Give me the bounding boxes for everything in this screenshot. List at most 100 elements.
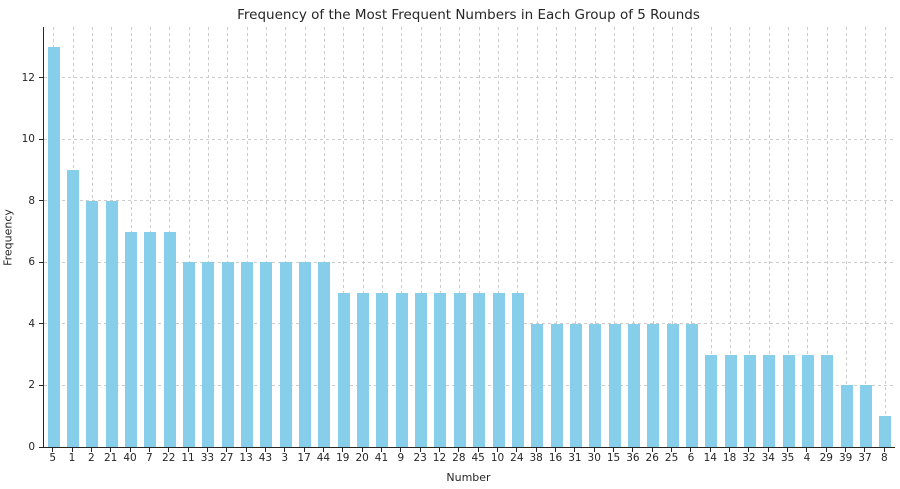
x-tick-label: 45	[471, 452, 485, 464]
x-gridline	[188, 27, 190, 447]
x-tick-mark	[574, 448, 576, 452]
bar-19	[337, 293, 350, 447]
x-gridline	[304, 27, 306, 447]
y-tick-mark	[39, 384, 43, 386]
x-tick-label: 23	[413, 452, 427, 464]
x-gridline	[246, 27, 248, 447]
x-tick-label: 27	[220, 452, 234, 464]
x-tick-label: 43	[258, 452, 273, 464]
y-gridline	[44, 77, 895, 79]
x-tick-label: 4	[803, 452, 811, 464]
x-gridline	[285, 27, 287, 447]
bar-13	[241, 262, 254, 447]
x-gridline	[672, 27, 674, 447]
x-tick-mark	[864, 448, 866, 452]
x-gridline	[652, 27, 654, 447]
bar-4	[801, 354, 814, 447]
bar-34	[763, 354, 776, 447]
x-tick-label: 5	[49, 452, 56, 464]
x-tick-label: 15	[606, 452, 621, 464]
x-gridline	[265, 27, 267, 447]
bar-16	[550, 323, 563, 447]
y-tick-label: 12	[21, 71, 35, 84]
bar-5	[47, 47, 60, 447]
bar-39	[840, 385, 853, 447]
x-tick-label: 41	[374, 452, 389, 464]
y-tick-label: 0	[28, 441, 35, 453]
bar-37	[859, 385, 872, 447]
x-gridline	[459, 27, 461, 447]
x-tick-mark	[284, 448, 286, 452]
x-gridline	[826, 27, 828, 447]
y-tick-label: 2	[28, 379, 35, 392]
bar-10	[492, 293, 505, 447]
x-gridline	[536, 27, 538, 447]
x-tick-label: 3	[281, 452, 289, 464]
x-tick-label: 14	[703, 452, 717, 464]
x-tick-mark	[168, 448, 170, 452]
x-tick-label: 25	[664, 452, 679, 464]
x-gridline	[556, 27, 558, 447]
x-tick-mark	[535, 448, 537, 452]
x-tick-label: 28	[452, 452, 466, 464]
y-tick-mark	[39, 323, 43, 325]
bar-3	[279, 262, 292, 447]
x-tick-label: 40	[123, 452, 137, 464]
x-gridline	[846, 27, 848, 447]
x-tick-label: 36	[626, 452, 640, 464]
x-gridline	[498, 27, 499, 447]
x-tick-label: 13	[239, 452, 253, 464]
bar-1	[67, 170, 79, 447]
x-tick-mark	[767, 448, 769, 452]
x-tick-label: 6	[687, 452, 695, 464]
bar-24	[511, 293, 524, 447]
plot-area	[43, 27, 895, 448]
x-axis-label: Number	[446, 471, 491, 484]
bar-31	[569, 323, 582, 447]
x-tick-mark	[187, 448, 189, 452]
x-tick-mark	[845, 448, 847, 452]
x-tick-mark	[110, 448, 112, 452]
bar-44	[318, 262, 331, 447]
x-tick-label: 19	[336, 452, 350, 464]
x-tick-mark	[400, 448, 402, 452]
x-tick-label: 7	[146, 452, 153, 464]
x-gridline	[227, 27, 229, 447]
x-tick-mark	[651, 448, 653, 452]
bar-38	[531, 323, 544, 447]
x-tick-mark	[709, 448, 711, 452]
y-tick-mark	[39, 200, 43, 202]
bar-30	[589, 323, 602, 447]
y-tick-mark	[39, 77, 43, 79]
x-tick-mark	[226, 448, 228, 452]
bar-43	[260, 262, 273, 447]
x-tick-mark	[419, 448, 421, 452]
x-tick-mark	[883, 448, 885, 452]
x-tick-mark	[497, 448, 498, 452]
x-tick-label: 31	[568, 452, 582, 464]
x-tick-label: 30	[587, 452, 601, 464]
x-tick-mark	[632, 448, 634, 452]
x-tick-mark	[806, 448, 808, 452]
x-tick-mark	[690, 448, 692, 452]
y-gridline	[44, 261, 895, 263]
x-gridline	[614, 27, 616, 447]
bar-21	[105, 200, 118, 447]
x-tick-label: 2	[88, 452, 95, 464]
x-tick-label: 11	[181, 452, 195, 464]
bar-35	[782, 354, 795, 447]
x-tick-mark	[477, 448, 479, 452]
x-gridline	[381, 27, 383, 447]
bar-45	[473, 293, 486, 447]
y-tick-mark	[39, 446, 43, 448]
x-tick-label: 18	[722, 452, 737, 464]
bar-26	[647, 323, 660, 447]
x-tick-mark	[748, 448, 750, 452]
x-gridline	[594, 27, 596, 447]
x-tick-mark	[52, 448, 54, 452]
bar-14	[705, 354, 718, 447]
bar-23	[415, 293, 428, 447]
x-tick-label: 37	[858, 452, 872, 464]
x-gridline	[343, 27, 345, 447]
